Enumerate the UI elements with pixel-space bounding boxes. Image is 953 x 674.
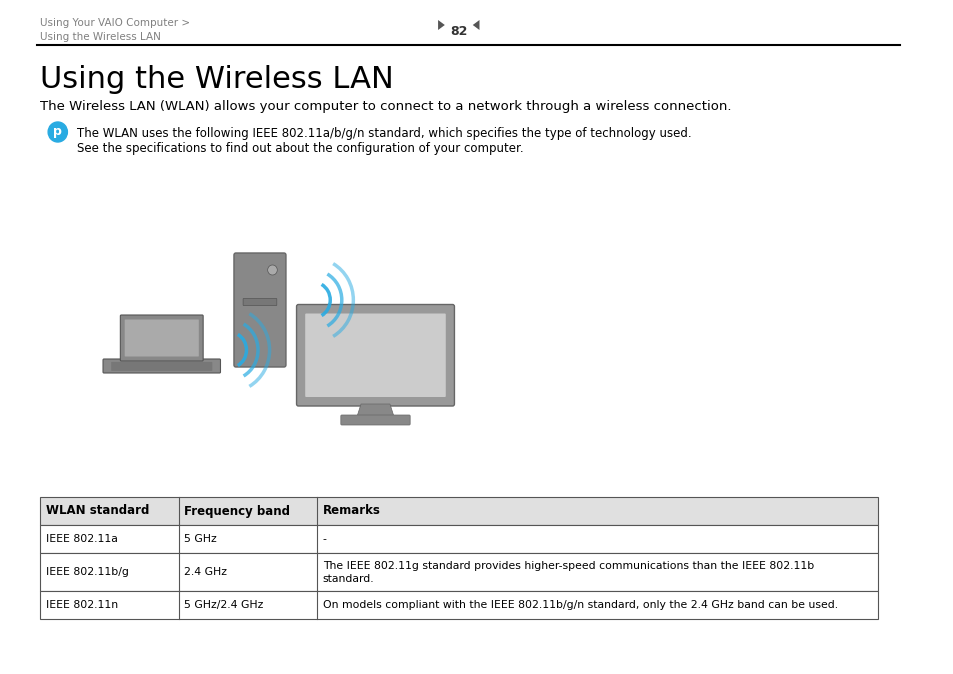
FancyBboxPatch shape	[296, 305, 454, 406]
FancyBboxPatch shape	[305, 313, 445, 397]
Text: Remarks: Remarks	[322, 505, 380, 518]
FancyBboxPatch shape	[40, 553, 877, 591]
Text: Using the Wireless LAN: Using the Wireless LAN	[40, 32, 161, 42]
Text: p: p	[53, 125, 62, 137]
FancyBboxPatch shape	[120, 315, 203, 361]
FancyBboxPatch shape	[40, 591, 877, 619]
Polygon shape	[355, 404, 395, 419]
Text: Using the Wireless LAN: Using the Wireless LAN	[40, 65, 394, 94]
FancyBboxPatch shape	[40, 525, 877, 553]
Text: Frequency band: Frequency band	[184, 505, 290, 518]
Text: IEEE 802.11a: IEEE 802.11a	[46, 534, 118, 544]
Polygon shape	[473, 20, 479, 30]
FancyBboxPatch shape	[125, 319, 198, 357]
Text: See the specifications to find out about the configuration of your computer.: See the specifications to find out about…	[77, 142, 523, 155]
FancyBboxPatch shape	[340, 415, 410, 425]
FancyBboxPatch shape	[40, 497, 877, 525]
Text: The IEEE 802.11g standard provides higher-speed communications than the IEEE 802: The IEEE 802.11g standard provides highe…	[322, 561, 813, 571]
Text: 5 GHz/2.4 GHz: 5 GHz/2.4 GHz	[184, 600, 264, 610]
Text: -: -	[322, 534, 326, 544]
Polygon shape	[437, 20, 444, 30]
Text: IEEE 802.11b/g: IEEE 802.11b/g	[46, 567, 129, 577]
Text: The WLAN uses the following IEEE 802.11a/b/g/n standard, which specifies the typ: The WLAN uses the following IEEE 802.11a…	[77, 127, 691, 140]
Text: WLAN standard: WLAN standard	[46, 505, 150, 518]
FancyBboxPatch shape	[103, 359, 220, 373]
Circle shape	[268, 265, 277, 275]
Text: The Wireless LAN (WLAN) allows your computer to connect to a network through a w: The Wireless LAN (WLAN) allows your comp…	[40, 100, 731, 113]
Text: 82: 82	[450, 25, 468, 38]
FancyBboxPatch shape	[233, 253, 286, 367]
FancyBboxPatch shape	[243, 299, 276, 305]
Text: 5 GHz: 5 GHz	[184, 534, 217, 544]
Text: On models compliant with the IEEE 802.11b/g/n standard, only the 2.4 GHz band ca: On models compliant with the IEEE 802.11…	[322, 600, 837, 610]
Text: standard.: standard.	[322, 574, 374, 584]
FancyBboxPatch shape	[112, 362, 213, 371]
Text: IEEE 802.11n: IEEE 802.11n	[46, 600, 118, 610]
Circle shape	[48, 122, 68, 142]
Text: Using Your VAIO Computer >: Using Your VAIO Computer >	[40, 18, 191, 28]
Text: 2.4 GHz: 2.4 GHz	[184, 567, 227, 577]
